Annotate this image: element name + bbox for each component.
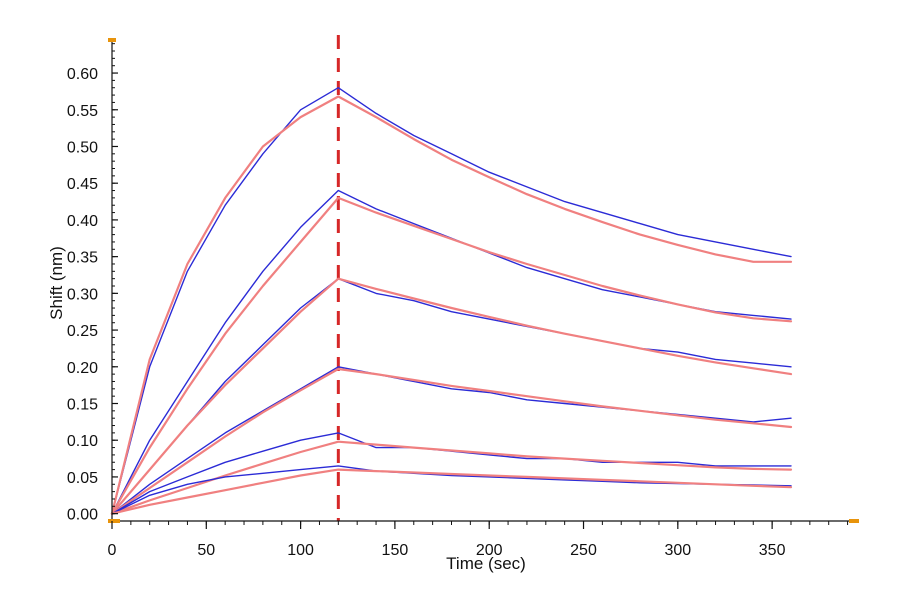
data-curve-1 <box>111 86 792 515</box>
y-tick-label: 0.20 <box>67 360 98 377</box>
y-tick-label: 0.55 <box>67 103 98 120</box>
fit-curve-6 <box>110 468 793 515</box>
y-tick-label: 0.10 <box>67 433 98 450</box>
series-layer <box>110 86 793 515</box>
x-tick-label: 200 <box>476 542 503 559</box>
x-tick-label: 150 <box>382 542 409 559</box>
data-curve-3 <box>111 278 792 515</box>
y-tick-label: 0.60 <box>67 66 98 83</box>
y-tick-label: 0.50 <box>67 139 98 156</box>
x-axis-label: Time (sec) <box>446 554 526 573</box>
y-tick-label: 0.40 <box>67 213 98 230</box>
y-tick-label: 0.25 <box>67 323 98 340</box>
y-tick-label: 0.45 <box>67 176 98 193</box>
y-tick-label: 0.00 <box>67 507 98 524</box>
axes-layer: 0.00 0.05 0.10 0.15 0.20 0.25 0.30 0.35 0.40 0.45… <box>67 38 859 559</box>
fit-curve-5 <box>110 440 793 515</box>
y-tick-label: 0.15 <box>67 397 98 414</box>
fit-curve-3 <box>110 277 793 515</box>
y-tick-label: 0.35 <box>67 250 98 267</box>
x-tick-label: 100 <box>287 542 314 559</box>
x-tick-label: 50 <box>197 542 215 559</box>
x-tick-label: 350 <box>759 542 786 559</box>
x-tick-label: 250 <box>570 542 597 559</box>
fit-curve-1 <box>110 95 793 515</box>
x-tick-label: 300 <box>664 542 691 559</box>
fit-curve-4 <box>110 367 793 515</box>
fit-curve-2 <box>110 196 793 515</box>
y-tick-label: 0.05 <box>67 470 98 487</box>
x-tick-label: 0 <box>108 542 117 559</box>
y-tick-label: 0.30 <box>67 286 98 303</box>
y-axis-label: Shift (nm) <box>47 246 66 320</box>
